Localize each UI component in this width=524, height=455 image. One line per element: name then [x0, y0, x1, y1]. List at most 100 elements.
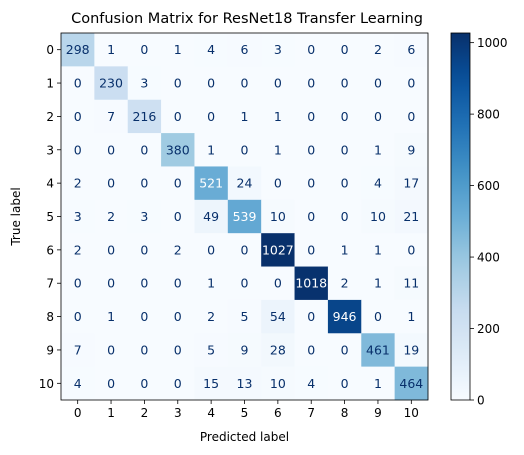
cell-value-label: 5 [241, 309, 249, 324]
heatmap-cell [94, 199, 129, 234]
cell-value-label: 1 [407, 309, 415, 324]
heatmap-cell [94, 133, 129, 167]
cell-value-label: 0 [341, 142, 349, 157]
heatmap-cell [94, 33, 129, 67]
cell-value-label: 0 [307, 342, 315, 357]
cell-value-label: 10 [270, 209, 286, 224]
heatmap-cell [327, 299, 362, 334]
colorbar-tick-label: 800 [477, 108, 500, 122]
cell-value-label: 298 [66, 42, 90, 57]
cell-value-label: 2 [207, 309, 215, 324]
cell-value-label: 0 [174, 76, 182, 91]
heatmap-cell [161, 233, 195, 267]
heatmap-cell [227, 266, 262, 301]
cell-value-label: 6 [241, 42, 249, 57]
heatmap-cell [261, 266, 295, 301]
heatmap-cell [127, 133, 162, 167]
cell-value-label: 0 [107, 142, 115, 157]
colorbar-tick-label: 400 [477, 251, 500, 265]
heatmap-cell [194, 266, 229, 301]
cell-value-label: 0 [407, 242, 415, 257]
heatmap-cell [327, 99, 362, 134]
heatmap-cell [294, 366, 329, 401]
cell-value-label: 0 [140, 309, 148, 324]
y-tick-label: 4 [46, 177, 54, 191]
heatmap-cell [294, 33, 329, 67]
heatmap-cell [261, 333, 295, 367]
cell-value-label: 0 [307, 176, 315, 191]
heatmap-cell [294, 133, 329, 167]
heatmap-cell [194, 333, 229, 367]
heatmap-cell [327, 66, 362, 101]
heatmap-cell [61, 299, 95, 334]
heatmap-cell [94, 66, 129, 101]
heatmap-cell [361, 266, 395, 301]
heatmap-cell [227, 99, 262, 134]
y-tick-label: 10 [39, 377, 54, 391]
cell-value-label: 0 [341, 209, 349, 224]
cell-value-label: 0 [374, 109, 382, 124]
cell-value-label: 2 [174, 242, 182, 257]
cell-value-label: 4 [307, 376, 315, 391]
heatmap-cell [94, 166, 129, 201]
heatmap-cell [361, 33, 395, 67]
heatmap-cell [127, 233, 162, 267]
cell-value-label: 0 [307, 76, 315, 91]
heatmap-cell [61, 233, 95, 267]
heatmap-cell [94, 366, 129, 401]
x-tick-label: 5 [241, 406, 249, 420]
cell-value-label: 0 [274, 276, 282, 291]
y-tick-label: 9 [46, 343, 54, 357]
heatmap-cell [127, 99, 162, 134]
heatmap-cell [61, 266, 95, 301]
cell-value-label: 0 [374, 309, 382, 324]
cell-value-label: 464 [399, 376, 423, 391]
heatmap-cell [61, 66, 95, 101]
cell-value-label: 0 [207, 76, 215, 91]
heatmap-cell [61, 133, 95, 167]
y-tick-label: 0 [46, 43, 54, 57]
cell-value-label: 0 [174, 342, 182, 357]
x-tick-label: 4 [207, 406, 215, 420]
x-tick-label: 9 [374, 406, 382, 420]
cell-value-label: 11 [403, 276, 419, 291]
heatmap-cell [227, 199, 262, 234]
heatmap-cell [94, 333, 129, 367]
cell-value-label: 0 [341, 342, 349, 357]
heatmap-cell [394, 166, 429, 201]
heatmap-cell [361, 333, 395, 367]
heatmap-cell [227, 166, 262, 201]
heatmap-cell [261, 199, 295, 234]
heatmap-cell [294, 199, 329, 234]
heatmap-cell [127, 299, 162, 334]
heatmap-cell [261, 299, 295, 334]
cell-value-label: 5 [207, 342, 215, 357]
heatmap-cell [394, 333, 429, 367]
cell-value-label: 1 [341, 242, 349, 257]
cell-value-label: 13 [237, 376, 253, 391]
cell-value-label: 4 [207, 42, 215, 57]
cell-value-label: 1018 [295, 276, 327, 291]
cell-value-label: 0 [241, 242, 249, 257]
heatmap-cell [161, 33, 195, 67]
heatmap-cell [161, 66, 195, 101]
cell-value-label: 0 [140, 242, 148, 257]
heatmap-cell [227, 66, 262, 101]
heatmap-cell [61, 33, 95, 67]
cell-value-label: 3 [140, 76, 148, 91]
heatmap-cell [294, 333, 329, 367]
heatmap-cell [394, 33, 429, 67]
x-tick-label: 0 [74, 406, 82, 420]
x-tick-label: 7 [307, 406, 315, 420]
cell-value-label: 28 [270, 342, 286, 357]
heatmap-cell [294, 99, 329, 134]
heatmap-cell [61, 333, 95, 367]
heatmap-cell [394, 199, 429, 234]
heatmap-cell [327, 199, 362, 234]
x-tick-label: 1 [107, 406, 115, 420]
cell-value-label: 0 [107, 276, 115, 291]
cell-value-label: 0 [307, 142, 315, 157]
heatmap-cell [261, 33, 295, 67]
heatmap-cell [227, 133, 262, 167]
